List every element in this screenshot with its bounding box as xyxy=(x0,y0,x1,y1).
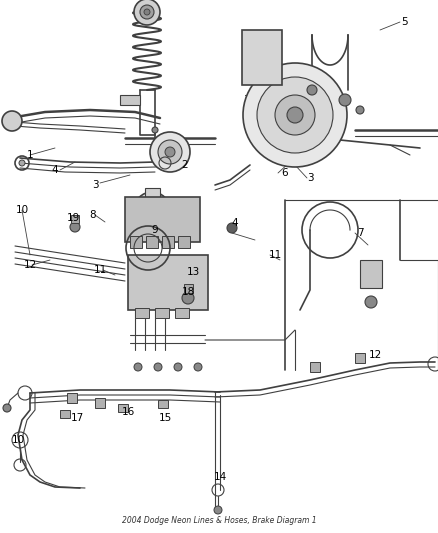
Text: 2: 2 xyxy=(182,160,188,170)
Text: 19: 19 xyxy=(67,213,80,223)
Text: 3: 3 xyxy=(92,180,98,190)
Text: 4: 4 xyxy=(232,218,238,228)
Circle shape xyxy=(142,200,162,220)
Text: 10: 10 xyxy=(11,435,25,445)
Circle shape xyxy=(257,77,333,153)
Circle shape xyxy=(243,63,347,167)
Text: 17: 17 xyxy=(71,413,84,423)
Bar xyxy=(135,308,149,318)
Text: 16: 16 xyxy=(121,407,134,417)
Circle shape xyxy=(3,404,11,412)
Text: 7: 7 xyxy=(357,228,363,238)
Text: 9: 9 xyxy=(152,225,158,235)
Text: 5: 5 xyxy=(402,17,408,27)
Text: 1: 1 xyxy=(27,150,33,160)
Bar xyxy=(310,362,320,372)
Bar xyxy=(178,236,190,248)
Bar xyxy=(71,215,79,223)
Circle shape xyxy=(214,506,222,514)
Text: 11: 11 xyxy=(93,265,106,275)
Text: 2004 Dodge Neon Lines & Hoses, Brake Diagram 1: 2004 Dodge Neon Lines & Hoses, Brake Dia… xyxy=(122,516,316,525)
Circle shape xyxy=(227,223,237,233)
Circle shape xyxy=(287,107,303,123)
Text: 18: 18 xyxy=(181,287,194,297)
Circle shape xyxy=(144,9,150,15)
Bar xyxy=(125,197,200,242)
Bar xyxy=(155,308,169,318)
Text: 4: 4 xyxy=(52,165,58,175)
Bar xyxy=(118,404,128,412)
Bar xyxy=(67,393,77,403)
Text: 12: 12 xyxy=(23,260,37,270)
Text: 15: 15 xyxy=(159,413,172,423)
Circle shape xyxy=(356,106,364,114)
Bar xyxy=(184,284,193,293)
Circle shape xyxy=(150,132,190,172)
Bar xyxy=(355,353,365,363)
Text: 6: 6 xyxy=(282,168,288,178)
Bar xyxy=(128,255,208,310)
Text: 3: 3 xyxy=(307,173,313,183)
Bar xyxy=(146,236,158,248)
Circle shape xyxy=(158,140,182,164)
Bar xyxy=(360,260,382,288)
Circle shape xyxy=(154,363,162,371)
Circle shape xyxy=(134,192,170,228)
Bar xyxy=(132,202,172,222)
Circle shape xyxy=(70,222,80,232)
Text: 11: 11 xyxy=(268,250,282,260)
Circle shape xyxy=(174,363,182,371)
Circle shape xyxy=(152,127,158,133)
Circle shape xyxy=(140,5,154,19)
Bar xyxy=(60,410,70,418)
Text: 13: 13 xyxy=(187,267,200,277)
Bar xyxy=(120,95,140,105)
Bar xyxy=(95,398,105,408)
Circle shape xyxy=(19,160,25,166)
Circle shape xyxy=(365,296,377,308)
Circle shape xyxy=(165,147,175,157)
Bar xyxy=(145,188,160,198)
Circle shape xyxy=(134,0,160,25)
Circle shape xyxy=(194,363,202,371)
Bar xyxy=(242,30,282,85)
Circle shape xyxy=(307,85,317,95)
Bar xyxy=(158,400,168,408)
Bar xyxy=(130,236,142,248)
Circle shape xyxy=(339,94,351,106)
Circle shape xyxy=(2,111,22,131)
Bar xyxy=(162,236,174,248)
Circle shape xyxy=(275,95,315,135)
Text: 10: 10 xyxy=(15,205,28,215)
Bar xyxy=(175,308,189,318)
Text: 12: 12 xyxy=(368,350,381,360)
Circle shape xyxy=(182,292,194,304)
Text: 8: 8 xyxy=(90,210,96,220)
Text: 14: 14 xyxy=(213,472,226,482)
Circle shape xyxy=(134,363,142,371)
